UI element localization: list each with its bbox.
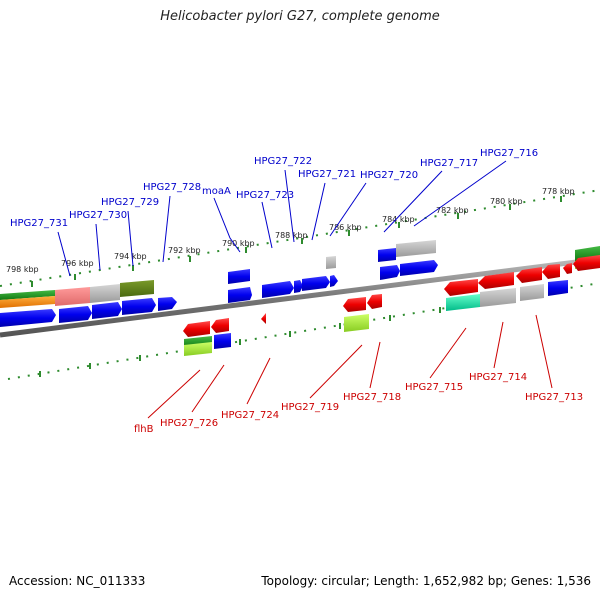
gene-label-hpg27-724: HPG27_724 xyxy=(221,410,279,421)
kbp-label-780: 780 kbp xyxy=(490,197,523,206)
gene-label-hpg27-714: HPG27_714 xyxy=(469,372,527,383)
kbp-label-796: 796 kbp xyxy=(61,259,94,268)
gene-label-flhb: flhB xyxy=(134,424,154,435)
gene-label-hpg27-720: HPG27_720 xyxy=(360,170,418,181)
kbp-label-788: 788 kbp xyxy=(275,231,308,240)
misc-features-reverse xyxy=(184,284,544,356)
forward-genes xyxy=(0,248,568,327)
kbp-label-784: 784 kbp xyxy=(382,215,415,224)
gene-label-hpg27-729: HPG27_729 xyxy=(101,197,159,208)
reverse-leaders xyxy=(147,314,553,419)
kbp-label-790: 790 kbp xyxy=(222,239,255,248)
gene-label-hpg27-716: HPG27_716 xyxy=(480,148,538,159)
gene-label-hpg27-713: HPG27_713 xyxy=(525,392,583,403)
gene-label-hpg27-726: HPG27_726 xyxy=(160,418,218,429)
kbp-label-786: 786 kbp xyxy=(329,223,362,232)
gene-label-hpg27-718: HPG27_718 xyxy=(343,392,401,403)
gene-label-moaa: moaA xyxy=(202,186,231,197)
gene-label-hpg27-728: HPG27_728 xyxy=(143,182,201,193)
kbp-label-792: 792 kbp xyxy=(168,246,201,255)
gene-label-hpg27-722: HPG27_722 xyxy=(254,156,312,167)
gene-label-hpg27-730: HPG27_730 xyxy=(69,210,127,221)
gene-label-hpg27-717: HPG27_717 xyxy=(420,158,478,169)
gene-label-hpg27-715: HPG27_715 xyxy=(405,382,463,393)
feature-block-left xyxy=(0,280,154,308)
gene-label-hpg27-719: HPG27_719 xyxy=(281,402,339,413)
gene-label-hpg27-731: HPG27_731 xyxy=(10,218,68,229)
map-title: Helicobacter pylori G27, complete genome xyxy=(160,9,440,24)
reverse-genes xyxy=(183,255,600,337)
gene-label-hpg27-723: HPG27_723 xyxy=(236,190,294,201)
topology-text: Topology: circular; Length: 1,652,982 bp… xyxy=(261,574,591,588)
gene-label-hpg27-721: HPG27_721 xyxy=(298,169,356,180)
kbp-label-798: 798 kbp xyxy=(6,265,39,274)
forward-leaders xyxy=(57,160,507,277)
accession-text: Accession: NC_011333 xyxy=(9,574,146,588)
kbp-label-782: 782 kbp xyxy=(436,206,469,215)
genome-backbone xyxy=(0,256,600,338)
kbp-label-794: 794 kbp xyxy=(114,252,147,261)
major-ticks xyxy=(31,196,562,287)
kbp-label-778: 778 kbp xyxy=(542,187,575,196)
